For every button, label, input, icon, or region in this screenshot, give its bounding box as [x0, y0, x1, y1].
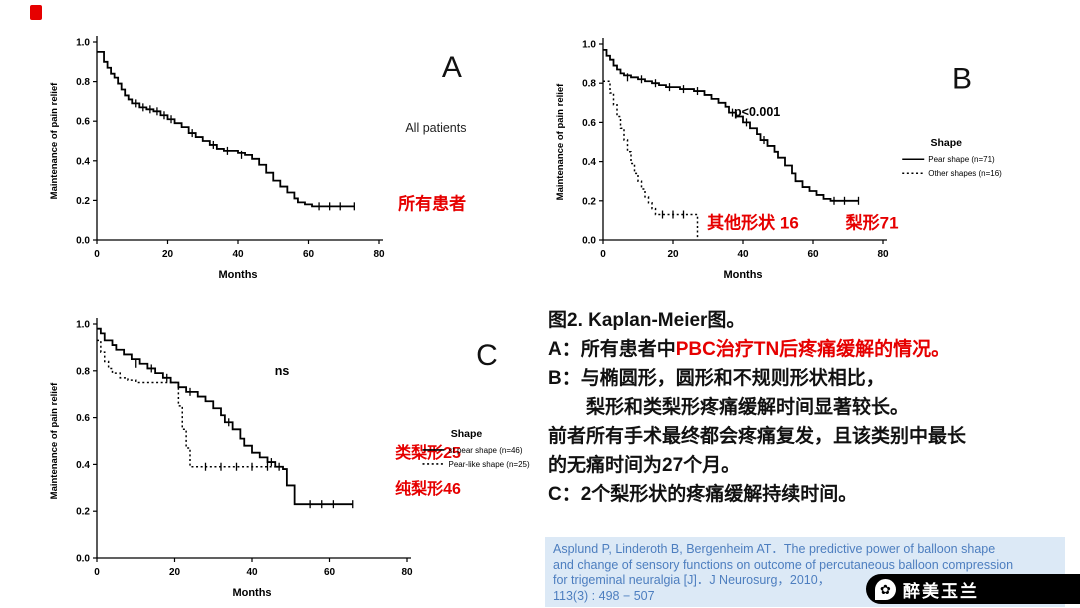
svg-text:1.0: 1.0: [582, 40, 596, 51]
svg-text:0.2: 0.2: [76, 196, 90, 207]
citation-line: Asplund P, Linderoth B, Bergenheim AT．Th…: [553, 542, 996, 556]
svg-text:Months: Months: [723, 269, 762, 281]
km-chart-by-shape: 0 20 40 60 80 0.0 0.2 0.4 0.6 0.8 1.0 Months Mainten…: [545, 8, 1065, 296]
svg-text:0.4: 0.4: [582, 157, 596, 168]
svg-text:0: 0: [600, 249, 606, 260]
svg-text:其他形状 16: 其他形状 16: [707, 212, 799, 232]
svg-text:0.4: 0.4: [76, 460, 90, 471]
svg-text:0.0: 0.0: [76, 554, 90, 565]
svg-text:40: 40: [737, 249, 749, 260]
svg-text:40: 40: [232, 249, 244, 260]
svg-text:C: C: [476, 339, 498, 372]
figure-caption: 图2. Kaplan-Meier图。 A：所有患者中PBC治疗TN后疼痛缓解的情…: [548, 306, 1076, 509]
caption-line-b1: B：与椭圆形，圆形和不规则形状相比，: [548, 368, 885, 389]
watermark-label: 醉美玉兰: [903, 581, 979, 601]
km-chart-all-patients: 0 20 40 60 80 0.0 0.2 0.4 0.6 0.8 1.0 Months Mainten…: [35, 8, 505, 296]
svg-text:Months: Months: [232, 587, 271, 599]
svg-text:所有患者: 所有患者: [398, 194, 466, 214]
svg-text:20: 20: [667, 249, 679, 260]
citation-line: for trigeminal neuralgia [J]．J Neurosurg…: [553, 573, 831, 587]
svg-text:Maintenance of pain relief: Maintenance of pain relief: [555, 83, 566, 200]
svg-text:All patients: All patients: [405, 121, 466, 135]
citation-line: and change of sensory functions on outco…: [553, 557, 1014, 572]
svg-text:80: 80: [373, 249, 385, 260]
svg-text:0: 0: [94, 567, 100, 578]
flower-bubble-icon: ✿: [875, 578, 896, 600]
svg-text:20: 20: [169, 567, 181, 578]
svg-text:Pear-like shape (n=25): Pear-like shape (n=25): [449, 460, 530, 469]
svg-text:0.0: 0.0: [76, 236, 90, 247]
km-chart-pear-vs-pearlike: 0 20 40 60 80 0.0 0.2 0.4 0.6 0.8 1.0 Months Mainten…: [35, 298, 535, 606]
svg-text:Pear shape (n=71): Pear shape (n=71): [928, 155, 995, 164]
svg-text:80: 80: [877, 249, 889, 260]
svg-text:0: 0: [94, 249, 100, 260]
caption-line-b4: 的无痛时间为27个月。: [548, 455, 741, 476]
watermark-badge: ✿ 醉美玉兰: [866, 574, 1080, 604]
svg-text:Shape: Shape: [451, 428, 483, 440]
svg-text:ns: ns: [275, 364, 290, 378]
caption-line-a-red: PBC治疗TN后疼痛缓解的情况。: [675, 339, 951, 360]
svg-text:0.8: 0.8: [76, 366, 90, 377]
svg-text:B: B: [952, 63, 972, 96]
svg-text:纯梨形46: 纯梨形46: [395, 479, 461, 498]
svg-text:1.0: 1.0: [76, 38, 90, 49]
svg-text:60: 60: [303, 249, 315, 260]
svg-text:p<0.001: p<0.001: [734, 105, 780, 119]
svg-text:60: 60: [807, 249, 819, 260]
svg-text:1.0: 1.0: [76, 320, 90, 331]
svg-text:0.6: 0.6: [76, 413, 90, 424]
caption-line-b3: 前者所有手术最终都会疼痛复发，且该类别中最长: [548, 426, 967, 447]
caption-line-b2: 梨形和类梨形疼痛缓解时间显著较长。: [586, 397, 910, 418]
svg-text:st pear shape (n=46): st pear shape (n=46): [449, 446, 523, 455]
svg-text:0.6: 0.6: [76, 117, 90, 128]
svg-text:0.2: 0.2: [76, 507, 90, 518]
svg-text:80: 80: [401, 567, 413, 578]
svg-text:梨形71: 梨形71: [845, 212, 899, 232]
red-corner-mark: [30, 5, 42, 20]
svg-text:0.6: 0.6: [582, 118, 596, 129]
svg-text:A: A: [442, 51, 462, 84]
svg-text:60: 60: [324, 567, 336, 578]
svg-text:Other shapes (n=16): Other shapes (n=16): [928, 169, 1002, 178]
svg-text:20: 20: [162, 249, 174, 260]
svg-text:0.8: 0.8: [582, 79, 596, 90]
svg-text:0.2: 0.2: [582, 196, 596, 207]
caption-line-a: A：所有患者中PBC治疗TN后疼痛缓解的情况。: [548, 335, 1076, 364]
svg-text:0.0: 0.0: [582, 236, 596, 247]
svg-text:Maintenance of pain relief: Maintenance of pain relief: [49, 82, 60, 199]
caption-line-c: C：2个梨形状的疼痛缓解持续时间。: [548, 484, 858, 505]
svg-text:Maintenance of pain relief: Maintenance of pain relief: [49, 382, 60, 499]
svg-text:0.8: 0.8: [76, 77, 90, 88]
caption-title: 图2. Kaplan-Meier图。: [548, 310, 746, 331]
svg-text:40: 40: [246, 567, 258, 578]
caption-line-a-black: A：所有患者中: [548, 339, 676, 360]
svg-text:类梨形25: 类梨形25: [395, 443, 461, 462]
svg-text:Months: Months: [218, 269, 257, 281]
svg-text:0.4: 0.4: [76, 156, 90, 167]
citation-line: 113(3) : 498 − 507: [553, 588, 655, 603]
svg-text:Shape: Shape: [930, 137, 962, 149]
